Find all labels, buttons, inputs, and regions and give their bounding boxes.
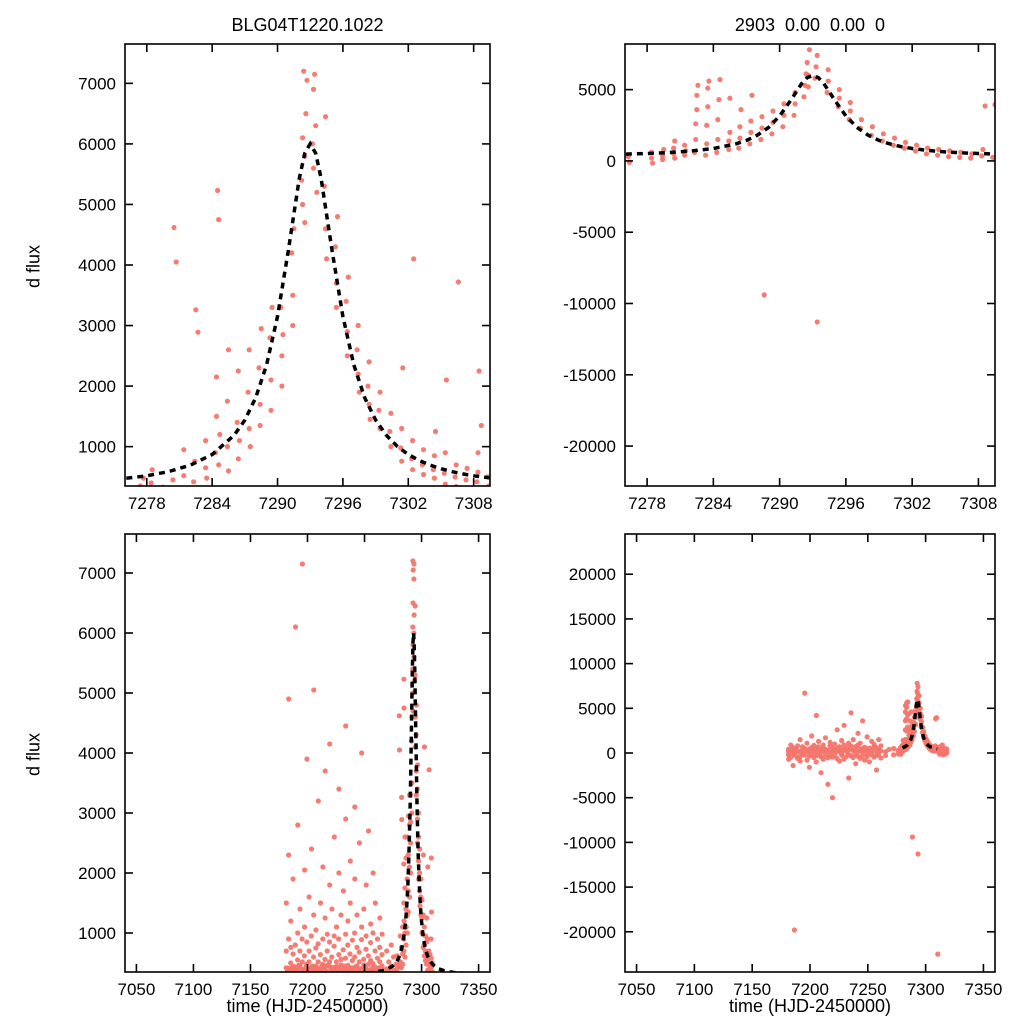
svg-text:7100: 7100 xyxy=(175,980,213,999)
plot-frame xyxy=(124,533,491,973)
svg-text:7302: 7302 xyxy=(893,494,931,513)
svg-text:7350: 7350 xyxy=(965,980,1003,999)
svg-text:7308: 7308 xyxy=(960,494,998,513)
plot-top-left: 7278 7284 7290 7296 7302 7308 1000 2000 3000 4000… xyxy=(78,43,493,513)
svg-text:7300: 7300 xyxy=(907,980,945,999)
tick-labels: 7278 7284 7290 7296 7302 7308 1000 2000 3000 4000… xyxy=(78,74,492,513)
svg-text:-5000: -5000 xyxy=(573,789,616,808)
svg-text:7284: 7284 xyxy=(694,494,732,513)
svg-text:7000: 7000 xyxy=(78,74,116,93)
svg-text:7050: 7050 xyxy=(117,980,155,999)
svg-text:5000: 5000 xyxy=(578,699,616,718)
svg-text:1000: 1000 xyxy=(78,438,116,457)
svg-text:-15000: -15000 xyxy=(563,878,616,897)
x-axis-label-bottom-left: time (HJD-2450000) xyxy=(226,996,389,1016)
svg-text:-10000: -10000 xyxy=(563,833,616,852)
svg-text:-20000: -20000 xyxy=(563,923,616,942)
tick-labels: 7050 7100 7150 7200 7250 7300 7350 1000 2000 3000… xyxy=(78,564,497,999)
x-axis-label-bottom-right: time (HJD-2450000) xyxy=(728,996,892,1016)
plot-frame xyxy=(624,43,996,487)
svg-text:7300: 7300 xyxy=(403,980,441,999)
svg-text:15000: 15000 xyxy=(569,610,616,629)
svg-text:7100: 7100 xyxy=(675,980,713,999)
plot-area xyxy=(785,680,950,957)
scatter-points xyxy=(785,680,950,957)
svg-text:5000: 5000 xyxy=(578,81,616,100)
svg-text:7000: 7000 xyxy=(78,564,116,583)
svg-text:6000: 6000 xyxy=(78,624,116,643)
svg-text:7278: 7278 xyxy=(628,494,666,513)
panel-title-left: BLG04T1220.1022 xyxy=(231,15,384,35)
svg-text:7296: 7296 xyxy=(827,494,865,513)
svg-text:7290: 7290 xyxy=(761,494,799,513)
model-curve xyxy=(353,632,474,972)
svg-text:7250: 7250 xyxy=(346,980,384,999)
svg-text:7200: 7200 xyxy=(289,980,327,999)
svg-text:-20000: -20000 xyxy=(563,437,616,456)
svg-text:7250: 7250 xyxy=(849,980,887,999)
scatter-points xyxy=(137,68,490,486)
svg-text:10000: 10000 xyxy=(569,655,616,674)
axis-ticks xyxy=(625,534,995,972)
svg-text:5000: 5000 xyxy=(78,195,116,214)
svg-text:7200: 7200 xyxy=(791,980,829,999)
model-curve xyxy=(901,694,938,751)
plot-bottom-left: 7050 7100 7150 7200 7250 7300 7350 1000 2000 3000… xyxy=(78,533,498,999)
plot-area xyxy=(625,47,995,325)
svg-text:-5000: -5000 xyxy=(573,223,616,242)
svg-text:5000: 5000 xyxy=(78,684,116,703)
svg-text:0: 0 xyxy=(607,744,616,763)
axis-ticks xyxy=(125,534,490,972)
plot-frame xyxy=(124,43,491,487)
svg-text:0: 0 xyxy=(607,152,616,171)
plot-area xyxy=(125,68,490,486)
axis-ticks xyxy=(625,44,995,486)
axis-ticks xyxy=(125,44,490,486)
svg-text:7278: 7278 xyxy=(128,494,166,513)
svg-text:7350: 7350 xyxy=(460,980,498,999)
svg-text:3000: 3000 xyxy=(78,804,116,823)
svg-text:1000: 1000 xyxy=(78,924,116,943)
svg-text:7150: 7150 xyxy=(733,980,771,999)
plot-bottom-right: 7050 7100 7150 7200 7250 7300 7350 -20000 -15000… xyxy=(563,533,1002,999)
svg-text:3000: 3000 xyxy=(78,317,116,336)
tick-labels: 7050 7100 7150 7200 7250 7300 7350 -20000 -15000… xyxy=(563,565,1002,999)
scatter-points xyxy=(625,47,995,325)
svg-text:-10000: -10000 xyxy=(563,294,616,313)
svg-text:4000: 4000 xyxy=(78,256,116,275)
svg-text:2000: 2000 xyxy=(78,864,116,883)
svg-text:2000: 2000 xyxy=(78,377,116,396)
svg-text:7050: 7050 xyxy=(618,980,656,999)
svg-text:7290: 7290 xyxy=(259,494,297,513)
svg-text:7296: 7296 xyxy=(324,494,362,513)
plot-area xyxy=(283,558,474,972)
svg-text:7302: 7302 xyxy=(389,494,427,513)
svg-text:7150: 7150 xyxy=(232,980,270,999)
svg-text:6000: 6000 xyxy=(78,135,116,154)
svg-text:-15000: -15000 xyxy=(563,366,616,385)
panel-title-right: 2903 0.00 0.00 0 xyxy=(734,15,886,35)
svg-text:4000: 4000 xyxy=(78,744,116,763)
svg-text:7284: 7284 xyxy=(193,494,231,513)
tick-labels: 7278 7284 7290 7296 7302 7308 -20000 -15000 -100… xyxy=(563,81,997,513)
svg-text:7308: 7308 xyxy=(455,494,493,513)
plot-top-right: 7278 7284 7290 7296 7302 7308 -20000 -15000 -100… xyxy=(563,43,997,513)
model-curve xyxy=(625,73,995,156)
svg-text:20000: 20000 xyxy=(569,565,616,584)
